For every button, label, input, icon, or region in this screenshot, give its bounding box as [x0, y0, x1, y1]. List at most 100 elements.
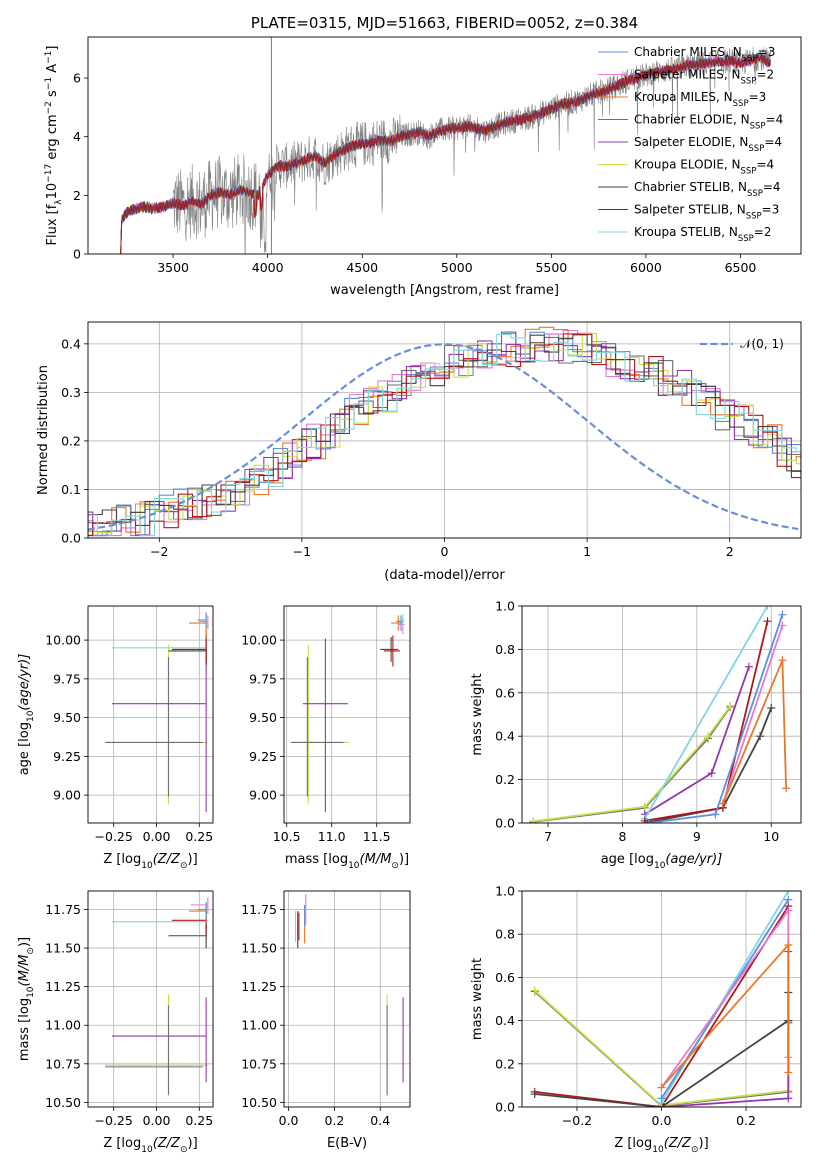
label-part: ⊙ — [691, 1145, 699, 1155]
y-tick-label: 10.75 — [45, 1056, 81, 1071]
weight-series-kroupa-stelib — [644, 606, 769, 820]
label-part: Salpeter STELIB, N — [634, 203, 746, 217]
label-part: 10 — [652, 1145, 664, 1155]
label-part: 10 — [45, 183, 60, 200]
x-axis-label: (data-model)/error — [384, 568, 505, 583]
x-tick-label: 8 — [618, 829, 626, 844]
y-tick-label: 9.00 — [249, 788, 277, 803]
label-part: Kroupa MILES, N — [634, 90, 733, 104]
weight-point — [778, 610, 787, 619]
plot-frame — [87, 605, 214, 824]
y-tick-label: 0.2 — [495, 1056, 515, 1071]
legend-label: Salpeter ELODIE, NSSP=4 — [634, 135, 782, 154]
weight-series-chabrier-stelib — [644, 707, 773, 823]
plot-frame — [283, 890, 411, 1108]
plot-frame — [87, 36, 802, 255]
x-axis-label: Z [log10(Z/Z⊙)] — [103, 1136, 197, 1155]
mass-vs-ebv-panel: 0.0 0.2 0.4 10.50 10.75 11.00 11.25 11.50 11.75 E… — [241, 890, 411, 1151]
weight-point — [784, 906, 793, 915]
x-axis-label: Z [log10(Z/Z⊙)] — [103, 852, 197, 871]
legend-label: Chabrier ELODIE, NSSP=4 — [634, 113, 783, 132]
weight-vs-Z-panel: −0.2 0.0 0.2 0.0 0.2 0.4 0.6 0.8 1.0 Z [log10(Z/Z… — [470, 884, 802, 1155]
x-tick-label: 10 — [763, 829, 779, 844]
y-tick-label: 1.0 — [495, 884, 515, 899]
x-tick-label: 6500 — [725, 260, 757, 275]
label-part: )] — [699, 1136, 709, 1151]
error-bars — [290, 613, 405, 813]
label-part: =4 — [763, 180, 781, 194]
weight-point — [778, 621, 787, 630]
x-tick-label: 4000 — [252, 260, 284, 275]
label-part: SSP — [746, 212, 762, 222]
label-part: SSP — [733, 99, 749, 109]
y-tick-label: 0 — [73, 247, 81, 262]
y-tick-label: 10.00 — [241, 633, 277, 648]
plot-frame — [87, 321, 802, 539]
weight-series-kroupa-stelib — [660, 891, 790, 1104]
weight-point — [644, 819, 653, 823]
label-part: (Z/Z — [664, 1136, 692, 1151]
x-tick-label: 5500 — [535, 260, 567, 275]
y-tick-label: 4 — [73, 129, 81, 144]
weight-series-chabrier-elodie — [533, 706, 732, 823]
y-tick-label: 0.4 — [495, 1013, 515, 1028]
label-part: SSP — [742, 54, 758, 64]
label-part: (Z/Z — [153, 852, 181, 867]
label-part: (Z/Z — [153, 1136, 181, 1151]
label-part: Z [log — [103, 852, 141, 867]
weight-point — [529, 817, 538, 823]
y-tick-label: 0.6 — [495, 685, 515, 700]
y-tick-label: 0.1 — [61, 482, 81, 497]
label-part: =3 — [762, 203, 780, 217]
label-part: wavelength [Angstrom, rest frame] — [330, 283, 559, 298]
weight-point — [784, 941, 793, 949]
legend-label: Kroupa MILES, NSSP=3 — [634, 90, 766, 109]
label-part: ⊙ — [391, 861, 399, 871]
label-part: −2 — [44, 101, 54, 114]
label-part: mass [log — [285, 852, 348, 867]
weight-point — [711, 810, 720, 819]
normal-curve — [88, 343, 799, 531]
y-tick-label: 0.6 — [495, 970, 515, 985]
weight-point — [778, 656, 787, 665]
y-tick-label: 11.75 — [45, 902, 81, 917]
y-tick-label: 0.0 — [61, 531, 81, 546]
weight-lines — [529, 606, 791, 823]
label-part: =3 — [758, 45, 776, 59]
legend-label: Salpeter STELIB, NSSP=3 — [634, 203, 779, 222]
label-part: 10 — [654, 861, 666, 871]
weight-point — [782, 784, 791, 793]
label-part: 10 — [141, 1145, 153, 1155]
plot-frame — [521, 890, 802, 1108]
label-part: )] — [188, 1136, 198, 1151]
label-part: (M/M — [17, 955, 32, 987]
y-tick-label: 11.50 — [241, 941, 277, 956]
legend-label: 𝒩(0, 1) — [740, 337, 784, 351]
label-part: ⊙ — [180, 1145, 188, 1155]
label-part: (data-model)/error — [384, 568, 505, 583]
weight-point — [640, 802, 649, 811]
plot-frame — [283, 605, 411, 824]
label-part: A — [45, 64, 60, 77]
y-axis-label: mass weight — [470, 673, 485, 755]
y-tick-label: 10.50 — [241, 1095, 277, 1110]
weight-point — [726, 701, 735, 710]
label-part: Chabrier MILES, N — [634, 45, 742, 59]
weight-point — [707, 769, 716, 778]
y-tick-label: 9.00 — [53, 788, 81, 803]
label-part: Salpeter MILES, N — [634, 68, 741, 82]
label-part: mass weight — [470, 673, 485, 755]
x-tick-label: 0.0 — [652, 1113, 672, 1128]
label-part: Z [log — [103, 1136, 141, 1151]
residuals-panel: −2 −1 0 1 2 0.0 0.1 0.2 0.3 0.4 (data-model)/error… — [36, 321, 802, 583]
label-part: E(B-V) — [327, 1136, 367, 1151]
weight-point — [784, 895, 793, 904]
y-tick-label: 9.25 — [249, 749, 277, 764]
histogram-kroupa-miles — [88, 326, 801, 533]
histograms — [88, 326, 801, 537]
y-tick-label: 0.4 — [495, 729, 515, 744]
label-part: Salpeter ELODIE, N — [634, 135, 748, 149]
y-tick-label: 10.75 — [241, 1056, 277, 1071]
label-part: )] — [17, 937, 32, 947]
